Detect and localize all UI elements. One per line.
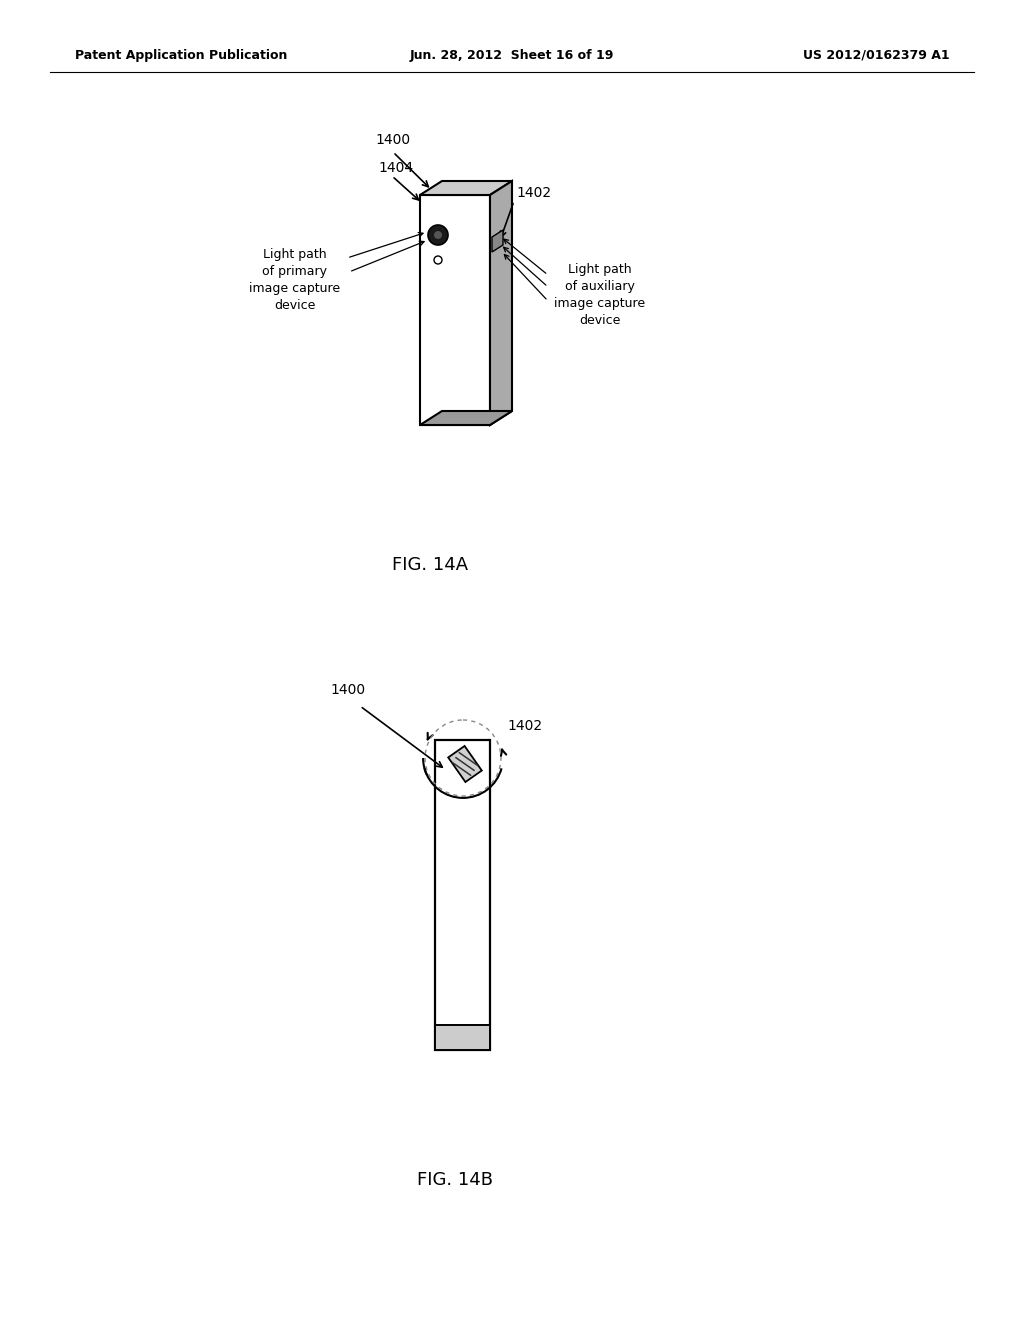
- Polygon shape: [420, 411, 512, 425]
- Polygon shape: [435, 1026, 490, 1049]
- Text: 1402: 1402: [516, 186, 551, 201]
- Circle shape: [434, 231, 442, 239]
- Polygon shape: [420, 181, 512, 195]
- Text: FIG. 14A: FIG. 14A: [392, 556, 468, 574]
- Text: Light path
of primary
image capture
device: Light path of primary image capture devi…: [250, 248, 341, 312]
- Text: Jun. 28, 2012  Sheet 16 of 19: Jun. 28, 2012 Sheet 16 of 19: [410, 49, 614, 62]
- Polygon shape: [420, 195, 490, 425]
- Text: US 2012/0162379 A1: US 2012/0162379 A1: [804, 49, 950, 62]
- Text: 1400: 1400: [330, 682, 366, 697]
- Circle shape: [428, 224, 449, 246]
- Circle shape: [434, 256, 442, 264]
- Text: 1400: 1400: [375, 133, 411, 147]
- Text: Patent Application Publication: Patent Application Publication: [75, 49, 288, 62]
- Polygon shape: [490, 181, 512, 425]
- Polygon shape: [435, 741, 490, 1049]
- Text: 1404: 1404: [378, 161, 413, 176]
- Polygon shape: [449, 746, 482, 781]
- Text: FIG. 14B: FIG. 14B: [417, 1171, 493, 1189]
- Text: 1402: 1402: [507, 719, 542, 733]
- Text: Light path
of auxiliary
image capture
device: Light path of auxiliary image capture de…: [554, 263, 645, 327]
- Polygon shape: [492, 230, 503, 252]
